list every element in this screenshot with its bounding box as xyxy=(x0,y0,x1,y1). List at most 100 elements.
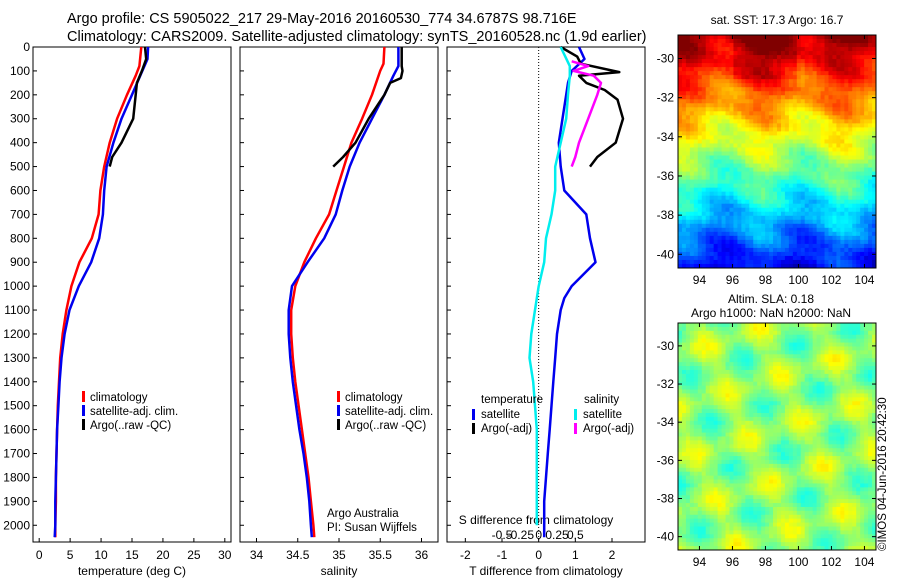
map-cell xyxy=(729,385,735,391)
map-cell xyxy=(737,219,742,225)
map-cell xyxy=(745,195,750,201)
map-cell xyxy=(868,239,873,245)
map-cell xyxy=(678,99,683,104)
map-cell xyxy=(832,428,837,434)
map-cell xyxy=(836,401,841,406)
map-cell xyxy=(765,259,770,265)
map-cell xyxy=(788,71,794,76)
map-cell xyxy=(788,389,794,395)
map-cell xyxy=(836,444,841,449)
y-tick-label: -34 xyxy=(657,130,675,144)
map-cell xyxy=(717,79,723,84)
map-cell xyxy=(824,155,830,161)
map-cell xyxy=(769,187,774,193)
map-cell xyxy=(796,334,802,340)
map-cell xyxy=(681,432,687,438)
map-cell xyxy=(804,389,810,395)
map-cell xyxy=(816,219,822,225)
map-cell xyxy=(777,87,782,92)
map-cell xyxy=(749,428,754,434)
map-cell xyxy=(689,79,695,84)
map-cell xyxy=(812,187,818,193)
map-cell xyxy=(737,171,742,177)
map-cell xyxy=(693,448,699,453)
map-cell xyxy=(725,401,731,406)
map-cell xyxy=(709,366,715,371)
map-cell xyxy=(773,235,778,241)
map-cell xyxy=(737,63,742,68)
map-cell xyxy=(832,163,837,169)
map-cell xyxy=(820,215,826,221)
map-cell xyxy=(689,397,695,402)
map-cell xyxy=(741,456,746,461)
map-cell xyxy=(689,107,695,112)
map-cell xyxy=(820,334,826,340)
map-cell xyxy=(804,219,810,225)
map-cell xyxy=(753,143,758,149)
map-cell xyxy=(713,139,719,145)
map-cell xyxy=(804,428,810,434)
map-cell xyxy=(757,47,762,52)
map-cell xyxy=(697,440,703,445)
legend-swatch xyxy=(472,423,475,434)
map-cell xyxy=(773,135,778,141)
map-cell xyxy=(824,35,830,40)
map-cell xyxy=(769,369,774,375)
map-cell xyxy=(828,432,834,438)
map-cell xyxy=(717,83,723,88)
map-cell xyxy=(753,428,758,434)
map-cell xyxy=(840,456,845,461)
map-cell xyxy=(705,99,711,104)
map-cell xyxy=(741,167,746,173)
map-cell xyxy=(824,143,830,149)
map-cell xyxy=(678,338,683,344)
map-cell xyxy=(824,416,830,422)
map-cell xyxy=(828,448,834,453)
map-cell xyxy=(685,231,691,237)
map-cell xyxy=(729,436,735,442)
map-cell xyxy=(812,119,818,124)
map-cell xyxy=(780,420,786,426)
map-cell xyxy=(808,79,814,84)
map-cell xyxy=(693,139,699,145)
map-cell xyxy=(733,448,738,453)
map-cell xyxy=(800,369,806,375)
y-tick-label: 300 xyxy=(10,112,30,126)
map-cell xyxy=(864,448,869,453)
map-cell xyxy=(689,330,695,336)
map-cell xyxy=(848,440,853,445)
map-cell xyxy=(765,135,770,141)
map-cell xyxy=(757,448,762,453)
map-cell xyxy=(828,413,834,418)
map-cell xyxy=(765,440,770,445)
map-cell xyxy=(792,71,798,76)
map-cell xyxy=(701,183,707,189)
map-cell xyxy=(749,207,754,213)
map-cell xyxy=(761,467,766,473)
map-cell xyxy=(780,107,786,112)
map-cell xyxy=(681,107,687,112)
map-cell xyxy=(689,251,695,257)
map-cell xyxy=(733,75,738,80)
map-cell xyxy=(844,416,849,422)
map-cell xyxy=(741,163,746,169)
map-cell xyxy=(784,456,790,461)
map-cell xyxy=(796,215,802,221)
map-cell xyxy=(705,35,711,40)
map-cell xyxy=(741,135,746,141)
map-cell xyxy=(812,163,818,169)
map-cell xyxy=(788,255,794,261)
legend-swatch xyxy=(472,409,475,420)
map-cell xyxy=(792,55,798,60)
map-cell xyxy=(761,151,766,157)
map-cell xyxy=(713,35,719,40)
map-cell xyxy=(721,428,727,434)
map-cell xyxy=(769,51,774,56)
y-tick-label: 1000 xyxy=(3,279,30,293)
map-cell xyxy=(685,263,691,268)
map-cell xyxy=(808,350,814,355)
map-cell xyxy=(721,259,727,265)
map-cell xyxy=(681,251,687,257)
map-cell xyxy=(721,143,727,149)
